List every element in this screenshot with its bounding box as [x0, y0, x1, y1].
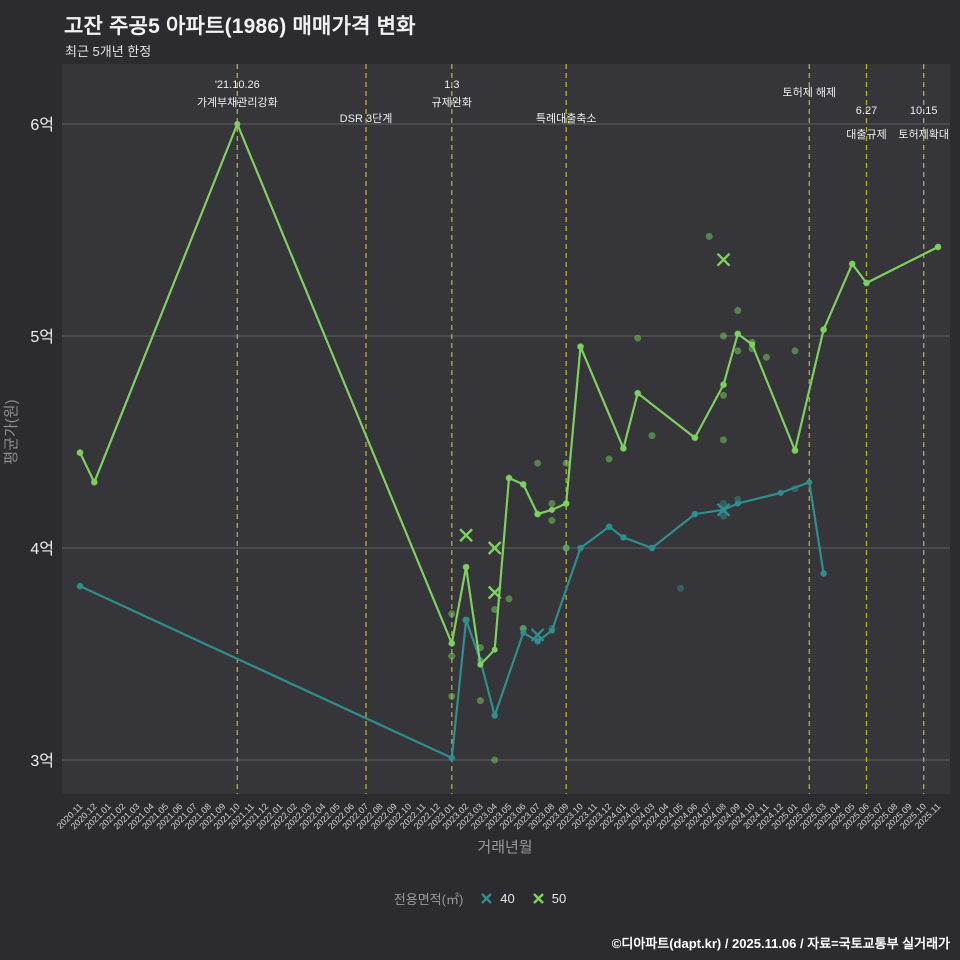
svg-text:대출규제: 대출규제	[846, 128, 886, 141]
svg-text:'21.10.26: '21.10.26	[215, 79, 260, 91]
x-marker-icon	[481, 893, 493, 904]
svg-text:규제완화: 규제완화	[432, 96, 472, 109]
chart-title: 고잔 주공5 아파트(1986) 매매가격 변화	[64, 15, 416, 38]
x-marker-icon	[532, 893, 544, 904]
svg-text:3억: 3억	[30, 752, 54, 770]
gridlines	[62, 123, 950, 761]
y-axis-labels: 3억 4억 5억 6억	[30, 116, 54, 770]
y-axis-title: 평균가(원)	[3, 399, 20, 464]
x-markers-40	[530, 502, 731, 642]
svg-text:6.27: 6.27	[856, 105, 877, 117]
event-lines	[236, 64, 925, 794]
legend-label-40: 40	[500, 891, 515, 906]
svg-text:DSR 3단계: DSR 3단계	[340, 112, 393, 125]
chart-legend: 전용면적(㎡) 40 50	[0, 889, 960, 908]
svg-text:토허제확대: 토허제확대	[898, 128, 949, 141]
svg-text:5억: 5억	[30, 328, 54, 346]
x-axis-title: 거래년월	[477, 839, 532, 856]
svg-text:가계부채관리강화: 가계부채관리강화	[197, 96, 278, 109]
svg-text:1.3: 1.3	[444, 79, 459, 91]
x-markers-50	[459, 252, 731, 600]
svg-text:6억: 6억	[30, 116, 54, 134]
legend-item-50: 50	[531, 891, 566, 906]
chart-subtitle: 최근 5개년 한정	[65, 44, 152, 59]
svg-text:4억: 4억	[30, 540, 54, 558]
legend-label-50: 50	[551, 891, 567, 906]
chart-credit: ©디아파트(dapt.kr) / 2025.11.06 / 자료=국토교통부 실…	[611, 936, 950, 951]
svg-text:10.15: 10.15	[910, 105, 938, 117]
svg-text:특례대출축소: 특례대출축소	[536, 112, 597, 125]
svg-text:토허제 해제: 토허제 해제	[782, 85, 836, 99]
legend-item-40: 40	[479, 891, 515, 906]
line-50	[77, 121, 941, 668]
plot-area	[62, 64, 950, 794]
legend-title: 전용면적(㎡)	[393, 892, 464, 907]
x-axis-labels: 2020.112020.122021.012021.022021.032021.…	[55, 801, 943, 831]
